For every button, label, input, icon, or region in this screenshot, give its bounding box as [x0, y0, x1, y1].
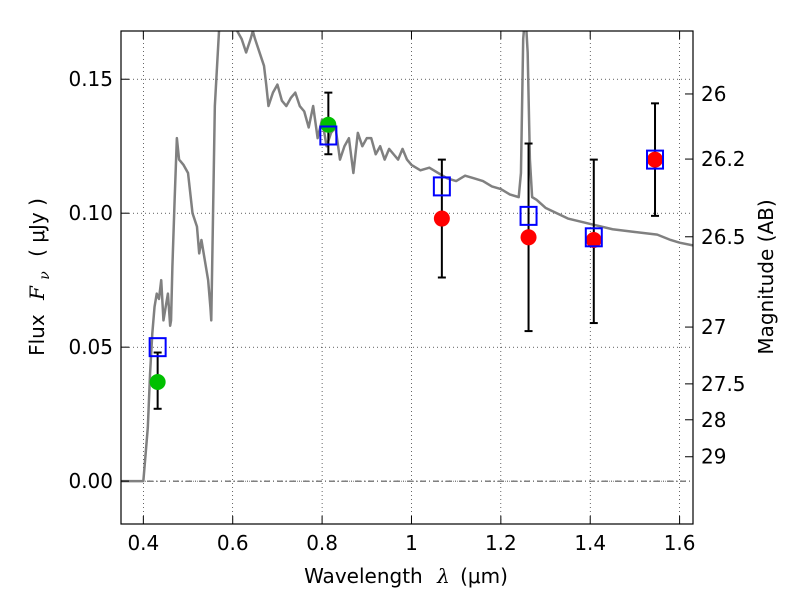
x-tick-label: 1.2 — [485, 531, 517, 555]
model-points-layer — [148, 125, 665, 358]
y-axis-label-subscript: ν — [37, 271, 53, 280]
observed-point — [149, 373, 166, 390]
y-tick-label: 0.00 — [68, 469, 113, 493]
x-axis-label-prefix: Wavelength — [304, 564, 423, 588]
error-bars-layer — [153, 91, 660, 410]
x-axis-label: Wavelength λ (μm) — [304, 564, 508, 588]
observed-point — [647, 151, 664, 168]
y2-tick-label: 28 — [701, 408, 726, 432]
y-ticks-layer: 0.00 0.05 0.10 0.15 — [68, 67, 129, 493]
model-point — [584, 227, 603, 248]
y-axis-label: Flux F ν ( μJy ) — [25, 198, 54, 356]
observed-points-layer — [149, 116, 664, 390]
y2-tick-label: 27.5 — [701, 372, 746, 396]
model-point — [319, 125, 338, 146]
x-axis-label-unit: (μm) — [460, 564, 508, 588]
y2-tick-label: 26 — [701, 82, 726, 106]
observed-point — [433, 210, 450, 227]
model-point — [519, 205, 538, 226]
x-tick-label: 0.6 — [217, 531, 249, 555]
observed-point — [320, 116, 337, 133]
x-tick-label: 1.6 — [664, 531, 696, 555]
y2-tick-label: 26.5 — [701, 225, 746, 249]
x-tick-label: 1 — [405, 531, 418, 555]
x-tick-label: 0.4 — [127, 531, 159, 555]
y2-tick-label: 29 — [701, 445, 726, 469]
x-ticks-layer: 0.4 0.6 0.8 1 1.2 1.4 1.6 — [127, 31, 696, 555]
model-sed-line — [121, 31, 693, 483]
x-tick-label: 0.8 — [306, 531, 338, 555]
y2-tick-label: 26.2 — [701, 147, 746, 171]
x-axis-label-symbol: λ — [436, 564, 450, 588]
y-tick-label: 0.10 — [68, 201, 113, 225]
y-axis-label-prefix: Flux — [25, 314, 49, 356]
x-tick-label: 1.4 — [574, 531, 606, 555]
y-tick-label: 0.05 — [68, 335, 113, 359]
y-tick-label: 0.15 — [68, 67, 113, 91]
model-point — [432, 176, 451, 197]
model-point — [646, 149, 665, 170]
y2-tick-label: 27 — [701, 315, 726, 339]
plot-frame — [120, 30, 694, 525]
grid-lines — [121, 31, 693, 524]
model-point — [148, 337, 167, 358]
y2-ticks-layer: 26 26.2 26.5 27 27.5 28 29 — [685, 82, 746, 469]
observed-point — [520, 229, 537, 246]
y2-axis-label: Magnitude (AB) — [754, 199, 778, 354]
y-axis-label-unit: ( μJy ) — [25, 198, 49, 257]
model-sed-layer — [121, 31, 693, 483]
y-axis-label-symbol: F — [25, 285, 49, 301]
observed-point — [585, 231, 602, 248]
